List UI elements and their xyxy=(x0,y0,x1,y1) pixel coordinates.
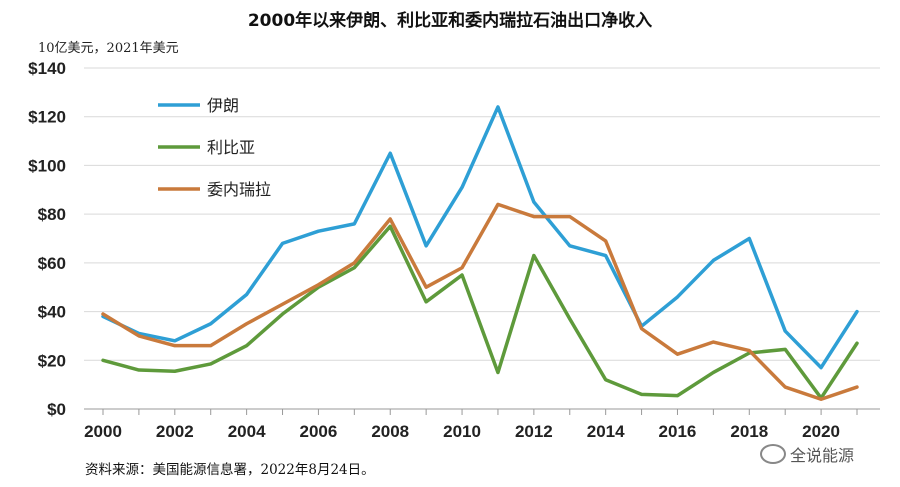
series-line-委内瑞拉 xyxy=(101,202,859,402)
series-line-利比亚 xyxy=(101,224,859,400)
x-tick-label: 2002 xyxy=(156,422,194,441)
series-line-伊朗 xyxy=(101,105,859,370)
x-tick-label: 2000 xyxy=(84,422,122,441)
chart-title: 2000年以来伊朗、利比亚和委内瑞拉石油出口净收入 xyxy=(247,11,653,31)
x-tick-label: 2004 xyxy=(228,422,266,441)
watermark: 全说能源 xyxy=(760,442,854,466)
x-tick-label: 2012 xyxy=(515,422,553,441)
source-note: 资料来源：美国能源信息署，2022年8月24日。 xyxy=(85,462,375,478)
watermark-text: 全说能源 xyxy=(790,446,855,465)
y-tick-label: $20 xyxy=(38,351,66,370)
x-tick-label: 2016 xyxy=(659,422,697,441)
legend-label: 委内瑞拉 xyxy=(207,181,271,199)
y-tick-label: $100 xyxy=(28,156,66,175)
x-tick-label: 2014 xyxy=(587,422,625,441)
x-tick-label: 2006 xyxy=(300,422,338,441)
y-axis-tick-labels: $0 $20 $40 $60 $80 $100 $120 $140 xyxy=(28,59,66,419)
y-tick-label: $60 xyxy=(38,254,66,273)
chat-bubble-icon xyxy=(760,444,786,464)
x-tick-label: 2020 xyxy=(802,422,840,441)
y-tick-label: $80 xyxy=(38,205,66,224)
x-axis-tick-labels: 2000 2002 2004 2006 2008 2010 2012 2014 2016 2018… xyxy=(84,422,840,441)
legend-label: 伊朗 xyxy=(207,97,239,115)
y-tick-label: $120 xyxy=(28,108,66,127)
x-axis xyxy=(84,408,880,415)
series-lines xyxy=(101,105,859,402)
x-tick-label: 2018 xyxy=(730,422,768,441)
y-tick-label: $0 xyxy=(47,400,66,419)
legend-label: 利比亚 xyxy=(207,139,255,157)
x-tick-label: 2010 xyxy=(443,422,481,441)
gridlines xyxy=(84,67,880,361)
x-tick-label: 2008 xyxy=(371,422,409,441)
y-tick-label: $40 xyxy=(38,303,66,322)
y-tick-label: $140 xyxy=(28,59,66,78)
unit-label: 10亿美元，2021年美元 xyxy=(38,41,179,56)
